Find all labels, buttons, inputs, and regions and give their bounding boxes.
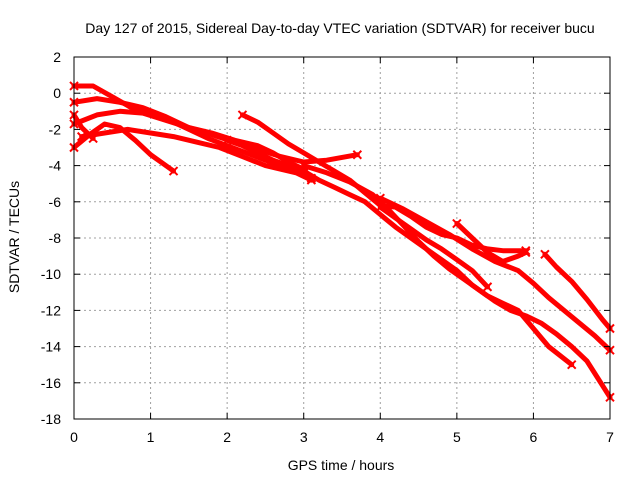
x-tick-label: 2 [223, 429, 231, 445]
ticks: 0 1 2 3 4 5 6 7 2 0 -2 -4 -6 -8 -10 -12 -14 -16 -18 [41, 49, 614, 445]
series-line-s10 [377, 204, 490, 290]
y-tick-label: -8 [49, 230, 62, 246]
x-tick-label: 1 [147, 429, 155, 445]
y-tick-label: -4 [49, 158, 62, 174]
series-line-s13 [542, 251, 613, 331]
series-marker [375, 202, 385, 212]
series-marker [375, 193, 385, 203]
y-tick-label: 0 [53, 85, 61, 101]
series-marker [76, 131, 87, 142]
series-marker [222, 135, 232, 145]
series-line-s12 [454, 221, 529, 264]
x-axis-label: GPS time / hours [288, 457, 395, 473]
series-line-s8 [224, 137, 575, 368]
series-marker [237, 110, 248, 120]
series-line-s11 [377, 195, 613, 353]
series-marker [352, 150, 363, 160]
series-line-s9 [301, 163, 613, 400]
y-tick-label: -16 [41, 375, 61, 391]
series-line-s6 [79, 126, 314, 183]
y-tick-label: -18 [41, 411, 61, 427]
series-marker [540, 249, 550, 259]
y-tick-label: 2 [53, 49, 61, 65]
series-marker [482, 282, 493, 292]
y-axis-label: SDTVAR / TECUs [6, 181, 22, 293]
series-line-s3 [71, 108, 314, 181]
series-marker [567, 359, 577, 370]
series-group [69, 81, 615, 402]
x-tick-label: 7 [606, 429, 614, 445]
x-tick-label: 0 [70, 429, 78, 445]
y-tick-label: -2 [49, 121, 62, 137]
y-tick-label: -12 [41, 302, 61, 318]
series-marker [521, 247, 531, 258]
x-tick-label: 6 [530, 429, 538, 445]
y-tick-label: -10 [41, 266, 61, 282]
x-tick-label: 4 [376, 429, 384, 445]
x-tick-label: 5 [453, 429, 461, 445]
y-tick-label: -14 [41, 339, 61, 355]
series-line-s7 [240, 112, 529, 254]
y-tick-label: -6 [49, 194, 62, 210]
series-marker [452, 218, 462, 229]
x-tick-label: 3 [300, 429, 308, 445]
series-marker [299, 160, 309, 171]
series-marker [168, 166, 179, 176]
chart-title: Day 127 of 2015, Sidereal Day-to-day VTE… [85, 20, 594, 36]
